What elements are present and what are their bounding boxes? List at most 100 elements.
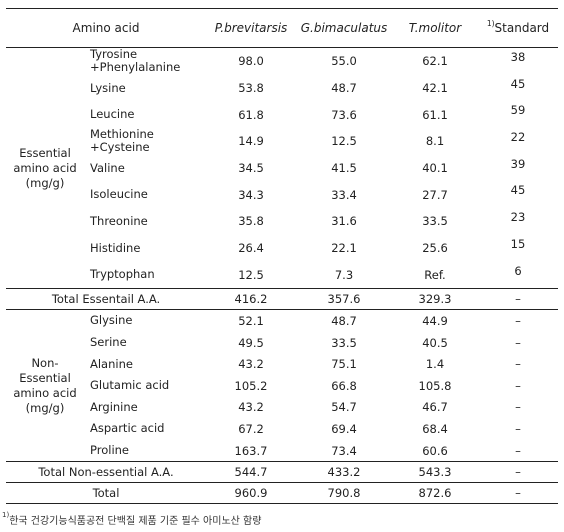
value-g-bimaculatus: 31.6 — [331, 214, 357, 229]
amino-acid-name-line: +Cysteine — [90, 140, 150, 155]
total-essential-b: 357.6 — [296, 288, 392, 311]
footnote-mark: 1) — [2, 511, 10, 519]
essential-row: Lysine 53.8 48.7 42.1 45 — [6, 75, 558, 102]
value-standard: 15 — [510, 236, 526, 251]
value-t-molitor: Ref. — [424, 267, 446, 282]
grand-total-c: 872.6 — [392, 482, 478, 505]
amino-acid-table: Amino acid P.brevitarsis G.bimaculatus T… — [6, 8, 558, 505]
value-t-molitor: 46.7 — [422, 400, 448, 415]
value-standard: 45 — [510, 183, 526, 198]
essential-row: Leucine 61.8 73.6 61.1 59 — [6, 101, 558, 128]
amino-acid-name: Isoleucine — [90, 187, 148, 202]
standard-label: Standard — [494, 21, 550, 35]
value-g-bimaculatus: 12.5 — [331, 134, 357, 149]
header-g-bimaculatus: G.bimaculatus — [296, 8, 392, 48]
value-t-molitor: 27.7 — [422, 187, 448, 202]
essential-row: Tryptophan 12.5 7.3 Ref. 6 — [6, 262, 558, 289]
non-essential-group-line: (mg/g) — [25, 400, 65, 415]
value-standard: 22 — [510, 130, 526, 145]
value-standard: 45 — [510, 76, 526, 91]
essential-group-line: Essential — [19, 145, 71, 160]
value-t-molitor: 25.6 — [422, 241, 448, 256]
value-standard: 39 — [510, 156, 526, 171]
value-t-molitor: 105.8 — [418, 378, 452, 393]
value-p-brevitarsis: 26.4 — [238, 241, 264, 256]
value-p-brevitarsis: 43.2 — [238, 400, 264, 415]
value-standard: – — [515, 335, 521, 350]
grand-total-b: 790.8 — [296, 482, 392, 505]
value-standard: – — [515, 421, 521, 436]
amino-acid-name: Leucine — [90, 107, 135, 122]
value-g-bimaculatus: 7.3 — [334, 267, 354, 282]
non-essential-group-label: Non- Essential amino acid (mg/g) — [6, 310, 84, 462]
total-non-essential-c: 543.3 — [392, 461, 478, 484]
total-essential-c: 329.3 — [392, 288, 478, 311]
value-g-bimaculatus: 48.7 — [331, 81, 357, 96]
essential-group-line: amino acid — [13, 160, 77, 175]
value-p-brevitarsis: 98.0 — [238, 54, 264, 69]
value-standard: – — [515, 443, 521, 458]
essential-group-label: Essential amino acid (mg/g) — [6, 48, 84, 289]
value-g-bimaculatus: 33.5 — [331, 335, 357, 350]
amino-acid-name: Arginine — [90, 399, 138, 414]
amino-acid-name: Lysine — [90, 80, 126, 95]
amino-acid-name: Valine — [90, 160, 125, 175]
essential-row: Histidine 26.4 22.1 25.6 15 — [6, 235, 558, 262]
grand-total-row: Total 960.9 790.8 872.6 – — [6, 482, 558, 505]
total-non-essential-std: – — [478, 461, 558, 484]
total-non-essential-label: Total Non-essential A.A. — [6, 461, 206, 484]
amino-acid-name: Threonine — [90, 213, 148, 228]
non-essential-row: Alanine 43.2 75.1 1.4 – — [6, 353, 558, 375]
amino-acid-name: Glysine — [90, 313, 133, 328]
standard-footnote-mark: 1) — [486, 19, 495, 28]
total-essential-std: – — [478, 288, 558, 311]
value-g-bimaculatus: 48.7 — [331, 313, 357, 328]
value-g-bimaculatus: 54.7 — [331, 400, 357, 415]
value-p-brevitarsis: 14.9 — [238, 134, 264, 149]
value-g-bimaculatus: 73.6 — [331, 107, 357, 122]
essential-row: Methionine +Cysteine 14.9 12.5 8.1 22 — [6, 128, 558, 155]
non-essential-group-line: Non- — [31, 355, 59, 370]
value-standard: – — [515, 357, 521, 372]
total-non-essential-a: 544.7 — [206, 461, 296, 484]
value-p-brevitarsis: 67.2 — [238, 421, 264, 436]
non-essential-row: Serine 49.5 33.5 40.5 – — [6, 332, 558, 354]
value-standard: 38 — [510, 50, 526, 64]
non-essential-row: Non- Essential amino acid (mg/g) Glysine 52.1… — [6, 310, 558, 415]
value-standard: 59 — [510, 103, 526, 118]
value-t-molitor: 8.1 — [425, 134, 445, 149]
total-essential-a: 416.2 — [206, 288, 296, 311]
footnote-text: 한국 건강기능식품공전 단백질 제품 기준 필수 아미노산 함량 — [9, 516, 262, 527]
value-t-molitor: 61.1 — [422, 107, 448, 122]
value-p-brevitarsis: 163.7 — [234, 443, 268, 458]
essential-row: Essential amino acid (mg/g) Tyrosine +Phenyl… — [6, 48, 558, 190]
non-essential-row: Aspartic acid 67.2 69.4 68.4 – — [6, 418, 558, 440]
amino-acid-name: Proline — [90, 443, 129, 458]
total-non-essential-b: 433.2 — [296, 461, 392, 484]
value-t-molitor: 68.4 — [422, 421, 448, 436]
value-g-bimaculatus: 69.4 — [331, 421, 357, 436]
value-t-molitor: 40.5 — [422, 335, 448, 350]
value-standard: – — [515, 400, 521, 415]
value-p-brevitarsis: 12.5 — [238, 267, 264, 282]
non-essential-group-line: Essential — [19, 370, 71, 385]
grand-total-label: Total — [6, 482, 206, 505]
total-essential-label: Total Essentail A.A. — [6, 288, 206, 311]
value-t-molitor: 60.6 — [422, 443, 448, 458]
value-g-bimaculatus: 22.1 — [331, 241, 357, 256]
header-p-brevitarsis: P.brevitarsis — [206, 8, 296, 48]
grand-total-std: – — [478, 482, 558, 505]
value-standard: – — [515, 378, 521, 393]
non-essential-group-line: amino acid — [13, 385, 77, 400]
value-p-brevitarsis: 34.5 — [238, 161, 264, 176]
value-g-bimaculatus: 33.4 — [331, 187, 357, 202]
value-standard: 6 — [514, 263, 522, 278]
amino-acid-name: Alanine — [90, 356, 133, 371]
value-p-brevitarsis: 52.1 — [238, 313, 264, 328]
value-g-bimaculatus: 55.0 — [331, 54, 357, 69]
header-t-molitor: T.molitor — [392, 8, 478, 48]
value-g-bimaculatus: 75.1 — [331, 357, 357, 372]
value-standard: – — [515, 313, 521, 328]
value-p-brevitarsis: 53.8 — [238, 81, 264, 96]
amino-acid-name: Methionine +Cysteine — [84, 128, 206, 155]
